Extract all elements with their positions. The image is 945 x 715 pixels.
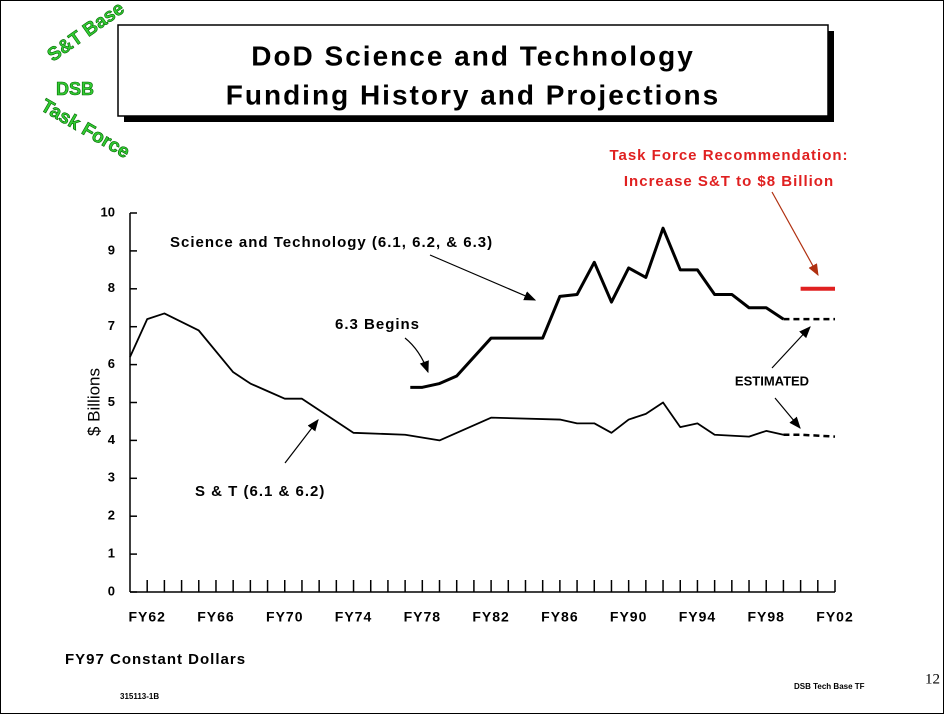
y-tick-label: 9	[108, 242, 115, 257]
y-tick-label: 7	[108, 318, 115, 333]
footer-source: DSB Tech Base TF	[794, 682, 865, 691]
logo-middle: DSB	[56, 79, 94, 99]
x-tick-label: FY02	[816, 609, 853, 625]
y-tick-label: 4	[108, 432, 116, 447]
x-tick-label: FY78	[404, 609, 441, 625]
x-tick-label: FY70	[266, 609, 303, 625]
annotation: 6.3 Begins	[335, 316, 420, 333]
x-tick-label: FY86	[541, 609, 578, 625]
recommendation-text: Task Force Recommendation:	[609, 147, 848, 164]
y-tick-label: 3	[108, 470, 115, 485]
y-tick-label: 1	[108, 546, 115, 561]
series-label: S & T (6.1 & 6.2)	[195, 483, 325, 500]
title-box	[117, 24, 829, 117]
x-tick-label: FY74	[335, 609, 372, 625]
footer-code: 315113-1B	[120, 692, 159, 701]
x-tick-label: FY98	[747, 609, 784, 625]
estimated-line	[783, 433, 836, 438]
y-axis-label: $ Billions	[84, 368, 103, 436]
series-line	[410, 226, 785, 389]
x-tick-label: FY62	[128, 609, 165, 625]
title: Funding History and Projections	[226, 79, 720, 110]
y-tick-label: 6	[108, 356, 115, 371]
annotation-arrows	[284, 191, 819, 464]
x-tick-label: FY66	[197, 609, 234, 625]
x-tick-label: FY94	[679, 609, 716, 625]
y-tick-label: 0	[108, 583, 115, 598]
title: DoD Science and Technology	[251, 40, 695, 71]
y-tick-label: 8	[108, 280, 115, 295]
series-line	[129, 312, 784, 442]
x-tick-label: FY82	[472, 609, 509, 625]
y-tick-label: 5	[108, 394, 115, 409]
recommendation-text: Increase S&T to $8 Billion	[624, 173, 834, 190]
y-tick-label: 2	[108, 508, 115, 523]
y-tick-label: 10	[101, 204, 115, 219]
note: FY97 Constant Dollars	[65, 651, 246, 668]
annotation: ESTIMATED	[735, 373, 809, 388]
series-label: Science and Technology (6.1, 6.2, & 6.3)	[170, 234, 493, 251]
page-number: 12	[925, 671, 940, 687]
x-tick-label: FY90	[610, 609, 647, 625]
